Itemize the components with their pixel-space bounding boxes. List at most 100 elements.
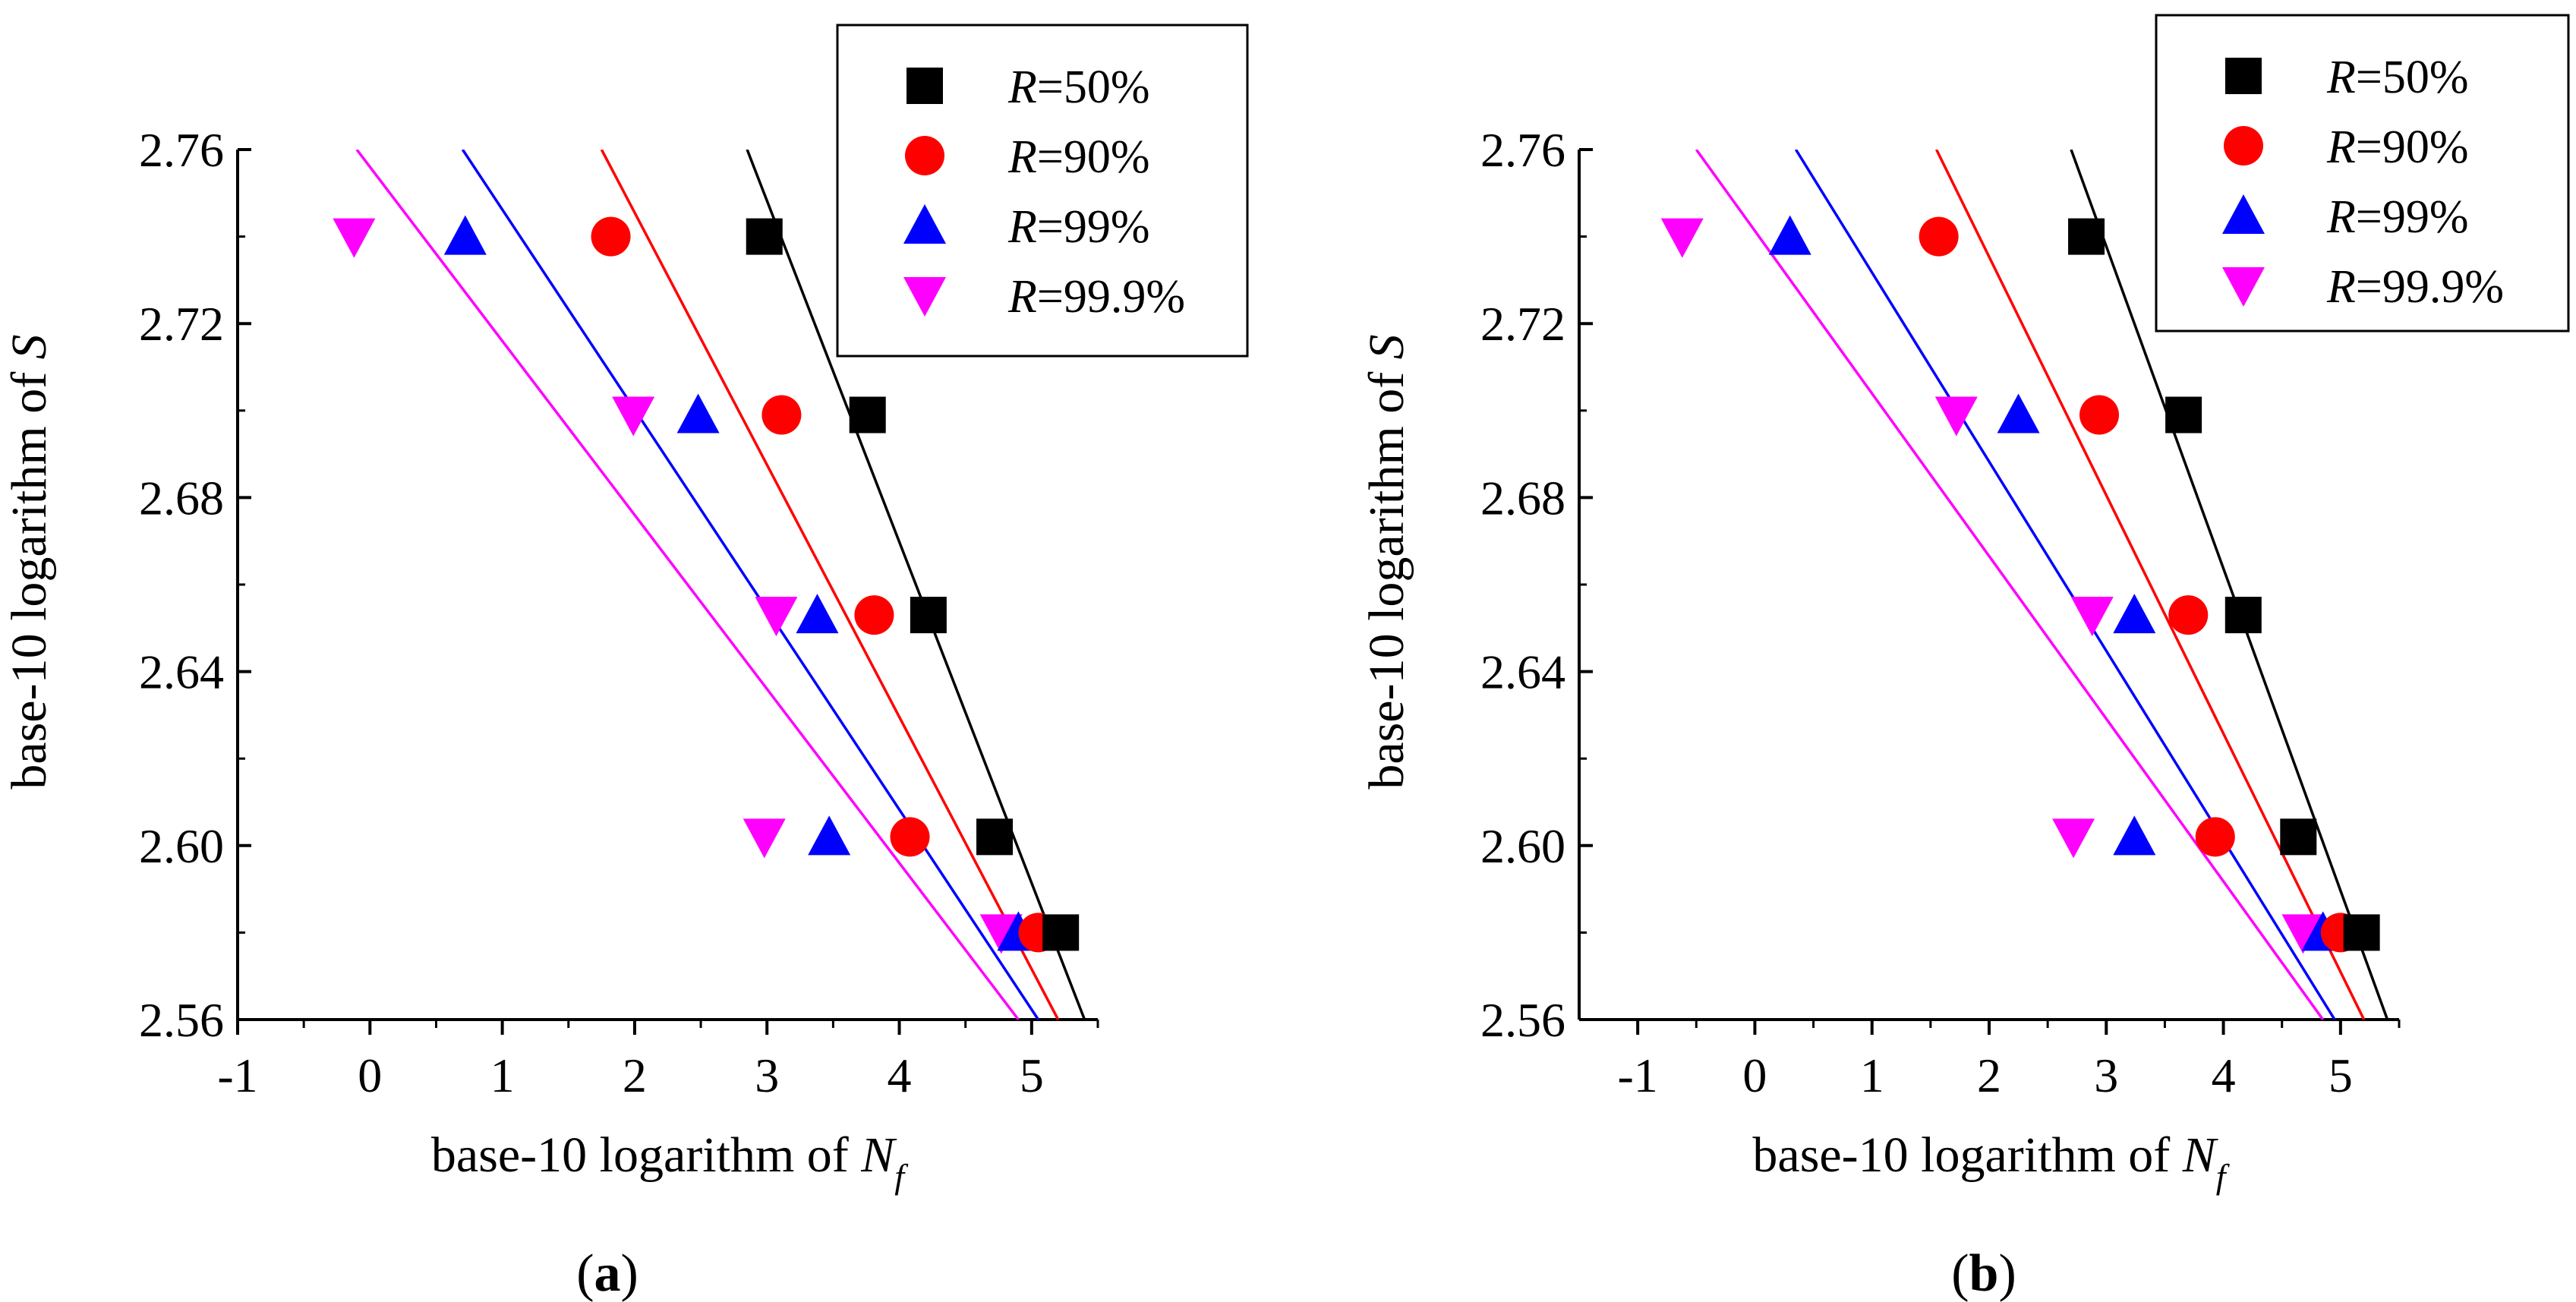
data-point: [612, 396, 655, 437]
legend-label: R=50%: [1007, 61, 1150, 113]
y-tick-label: 2.72: [139, 297, 224, 351]
legend-box: [836, 24, 1249, 358]
x-axis-title: base-10 logarithm of Nf: [1752, 1127, 2230, 1196]
y-axis-title: base-10 logarithm of S: [1359, 334, 1414, 789]
fit-line: [2070, 150, 2389, 1020]
legend-marker: [2224, 126, 2263, 166]
y-tick-label: 2.72: [1480, 297, 1565, 351]
legend: R=50% R=90% R=99% R=99.9%: [836, 24, 1249, 358]
legend-box: [2155, 14, 2570, 333]
panel-caption: (a): [576, 1244, 638, 1302]
data-point: [2280, 818, 2317, 856]
data-point: [1934, 396, 1978, 437]
fit-line: [600, 150, 1060, 1020]
data-point: [2070, 597, 2114, 637]
data-point: [2068, 218, 2105, 255]
data-point: [910, 597, 947, 634]
data-point: [2343, 914, 2380, 951]
x-tick-label: 4: [2212, 1048, 2236, 1102]
fit-line: [1935, 150, 2366, 1020]
y-tick-label: 2.64: [1480, 645, 1565, 699]
fit-line: [746, 150, 1086, 1020]
x-tick-label: 0: [358, 1048, 382, 1102]
x-tick-label: -1: [217, 1048, 257, 1102]
data-point: [808, 815, 851, 856]
data-point: [746, 218, 783, 255]
legend-marker: [2222, 267, 2265, 307]
data-point: [333, 218, 376, 258]
data-point: [796, 594, 839, 634]
legend: R=50% R=90% R=99% R=99.9%: [2155, 14, 2570, 333]
legend-marker: [2222, 194, 2265, 234]
y-tick-label: 2.68: [1480, 471, 1565, 525]
legend-label: R=99%: [2326, 191, 2469, 243]
data-point: [2113, 815, 2156, 856]
x-tick-label: 1: [490, 1048, 515, 1102]
x-tick-label: 3: [755, 1048, 779, 1102]
y-tick-label: 2.76: [139, 123, 224, 177]
fit-lines: [1695, 150, 2389, 1020]
data-point: [890, 817, 930, 857]
panel-a: 2.56 2.60 2.64 2.68 2.72 2.76 -1 0 1 2 3 4 5 base-10 …: [2, 24, 1249, 1302]
y-tick-label: 2.56: [1480, 993, 1565, 1047]
x-tick-label: 2: [1977, 1048, 2001, 1102]
data-point: [1768, 215, 1811, 255]
data-point: [2165, 396, 2202, 433]
data-point: [591, 216, 631, 257]
data-point: [976, 818, 1014, 856]
data-point: [1660, 218, 1704, 258]
legend-label: R=99%: [1007, 201, 1150, 253]
data-point: [2079, 395, 2120, 435]
legend-label: R=50%: [2326, 52, 2469, 103]
legend-marker: [903, 204, 946, 244]
data-point: [854, 595, 894, 635]
panel-caption: (b): [1951, 1244, 2016, 1302]
data-point: [676, 393, 720, 433]
legend-marker: [903, 277, 946, 317]
x-tick-label: -1: [1617, 1048, 1657, 1102]
y-tick-label: 2.64: [139, 645, 224, 699]
x-axis-title: base-10 logarithm of Nf: [431, 1127, 909, 1196]
fit-line: [461, 150, 1040, 1020]
data-point: [1042, 914, 1080, 951]
data-point: [761, 395, 802, 435]
data-point: [2281, 914, 2325, 954]
x-tick-label: 1: [1860, 1048, 1884, 1102]
data-point: [755, 597, 798, 637]
x-tick-label: 2: [623, 1048, 647, 1102]
x-tick-label: 3: [2094, 1048, 2118, 1102]
x-tick-label: 5: [2328, 1048, 2353, 1102]
data-point: [2113, 594, 2156, 634]
legend-label: R=90%: [2326, 121, 2469, 173]
fit-line: [355, 150, 1020, 1020]
x-tick-label: 4: [888, 1048, 912, 1102]
x-tick-label: 0: [1742, 1048, 1767, 1102]
y-tick-label: 2.76: [1480, 123, 1565, 177]
legend-marker: [2225, 58, 2262, 94]
data-point: [2195, 817, 2235, 857]
legend-marker: [905, 136, 944, 175]
data-point: [2052, 818, 2095, 859]
legend-marker: [906, 68, 943, 104]
fit-line: [1695, 150, 2325, 1020]
data-point: [2168, 595, 2209, 635]
data-point: [743, 818, 786, 859]
legend-label: R=99.9%: [1007, 271, 1185, 323]
y-tick-label: 2.56: [139, 993, 224, 1047]
x-tick-label: 5: [1020, 1048, 1044, 1102]
legend-label: R=90%: [1007, 131, 1150, 183]
fit-lines: [355, 150, 1086, 1020]
data-point: [1919, 216, 1959, 257]
panel-b: 2.56 2.60 2.64 2.68 2.72 2.76 -1 0 1 2 3 4 5 base-10 …: [1359, 14, 2570, 1302]
data-point: [849, 396, 886, 433]
y-tick-label: 2.68: [139, 471, 224, 525]
y-tick-label: 2.60: [139, 819, 224, 873]
fit-line: [1794, 150, 2336, 1020]
data-point: [1997, 393, 2040, 433]
data-point: [443, 215, 487, 255]
legend-label: R=99.9%: [2326, 261, 2504, 313]
y-tick-label: 2.60: [1480, 819, 1565, 873]
y-axis-title: base-10 logarithm of S: [2, 334, 57, 789]
data-point: [2224, 597, 2262, 634]
